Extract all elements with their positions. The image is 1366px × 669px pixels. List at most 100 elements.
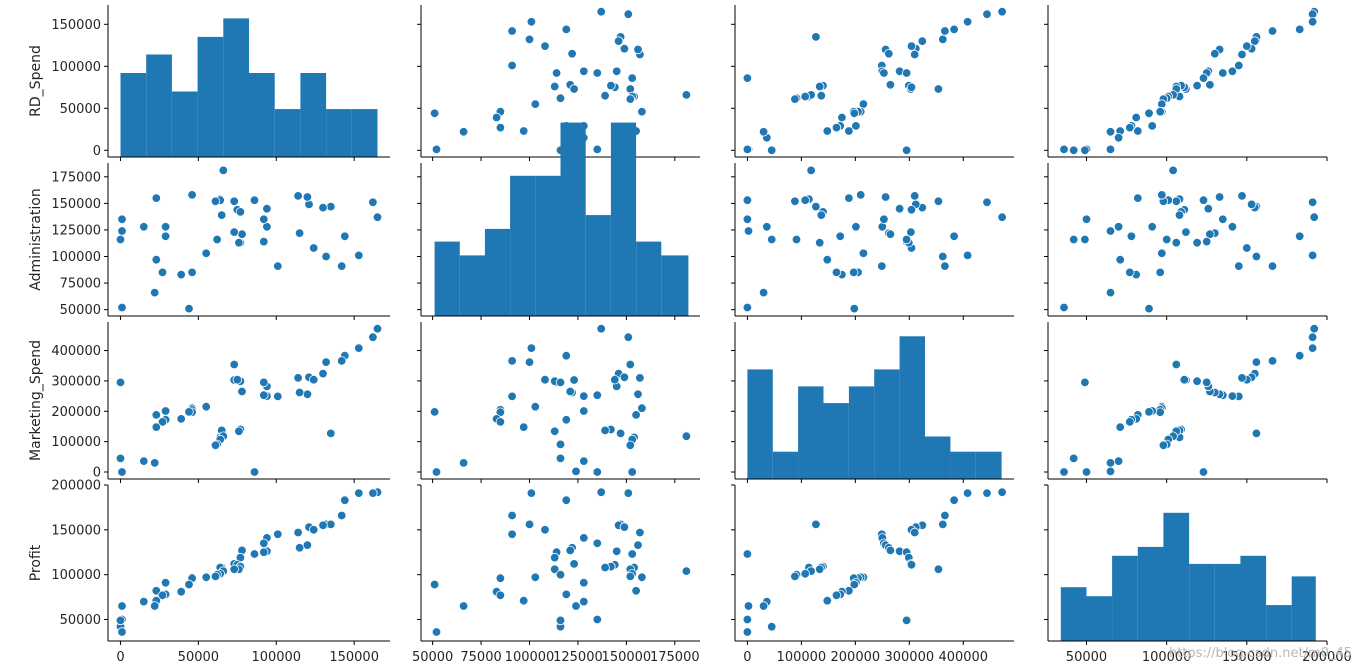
scatter-point <box>997 487 1007 497</box>
scatter-point <box>831 122 842 133</box>
scatter-point <box>540 375 550 385</box>
scatter-point <box>1309 324 1319 334</box>
scatter-point <box>1307 250 1318 261</box>
scatter-point <box>507 391 517 402</box>
scatter-point <box>933 564 944 575</box>
hist-bar <box>223 18 249 158</box>
scatter-point <box>637 403 647 413</box>
y-tick-label: 75000 <box>60 277 101 292</box>
hist-bar <box>823 403 849 479</box>
scatter-point <box>1105 127 1116 137</box>
hist-bar <box>1240 555 1267 641</box>
scatter-point <box>822 255 833 265</box>
scatter-point <box>1125 267 1135 278</box>
scatter-point <box>949 24 959 35</box>
scatter-point <box>592 538 603 549</box>
scatter-point <box>625 94 636 104</box>
scatter-point <box>526 343 537 353</box>
scatter-point <box>1267 356 1278 366</box>
scatter-point <box>962 250 973 261</box>
scatter-point <box>530 572 541 583</box>
scatter-point <box>940 510 950 521</box>
scatter-point <box>901 615 912 626</box>
scatter-point <box>906 227 916 237</box>
scatter-point <box>151 193 162 203</box>
scatter-point <box>1251 357 1262 367</box>
scatter-point <box>555 615 566 626</box>
scatter-point <box>555 453 566 464</box>
scatter-point <box>856 190 866 200</box>
scatter-point <box>877 222 888 232</box>
scatter-point <box>1174 210 1185 220</box>
scatter-point <box>815 237 825 248</box>
hist-bar <box>899 336 925 479</box>
scatter-point <box>550 564 560 575</box>
scatter-point <box>561 351 572 361</box>
cell-RD_Spend-vs-RD_Spend: 0 50000 100000 150000 RD_Spend <box>28 5 390 161</box>
y-tick-label: 150000 <box>51 523 101 538</box>
scatter-point <box>806 165 816 176</box>
scatter-point <box>1242 243 1252 253</box>
scatter-point <box>139 222 149 232</box>
scatter-point <box>849 579 860 590</box>
scatter-point <box>612 66 622 77</box>
scatter-point <box>273 261 283 271</box>
scatter-point <box>800 569 810 579</box>
scatter-point <box>157 590 168 601</box>
scatter-point <box>851 222 861 232</box>
scatter-point <box>933 84 944 94</box>
scatter-point <box>906 82 917 93</box>
scatter-point <box>613 36 624 46</box>
hist-bar <box>274 109 301 157</box>
scatter-point <box>1144 407 1154 417</box>
scatter-point <box>1198 195 1209 205</box>
scatter-point <box>844 193 854 203</box>
scatter-point <box>561 589 572 600</box>
scatter-point <box>600 90 610 101</box>
scatter-point <box>212 234 222 245</box>
scatter-point <box>1081 214 1092 225</box>
hist-bar <box>1291 576 1316 641</box>
scatter-point <box>743 226 754 236</box>
scatter-point <box>885 545 896 556</box>
scatter-point <box>1192 80 1202 91</box>
scatter-point <box>1068 145 1079 156</box>
scatter-point <box>309 243 319 253</box>
scatter-point <box>429 407 440 417</box>
scatter-point <box>259 538 269 549</box>
scatter-point <box>321 357 331 367</box>
hist-bar <box>798 386 824 479</box>
scatter-point <box>1201 236 1212 247</box>
scatter-point <box>1126 231 1137 242</box>
scatter-point <box>326 428 336 439</box>
scatter-point <box>237 229 247 239</box>
scatter-point <box>1237 373 1247 383</box>
scatter-point <box>340 495 350 505</box>
y-tick-label: 200000 <box>51 479 101 494</box>
scatter-point <box>491 112 502 123</box>
scatter-point <box>368 197 378 208</box>
scatter-point <box>811 519 821 530</box>
scatter-point <box>1113 222 1124 232</box>
scatter-point <box>831 590 842 601</box>
scatter-point <box>758 127 769 137</box>
scatter-point <box>115 234 126 245</box>
cell-Profit-vs-Profit: 50000 100000 150000 200000 <box>1044 484 1352 665</box>
scatter-point <box>1147 121 1157 131</box>
y-tick-label: 50000 <box>60 102 101 117</box>
scatter-point <box>758 601 769 611</box>
scatter-point <box>1105 287 1116 298</box>
scatter-point <box>800 195 810 205</box>
hist-bar <box>772 451 799 479</box>
cell-Administration-vs-RD_Spend: 50000 75000 100000 125000 150000 175000 Admini… <box>28 163 390 320</box>
scatter-point <box>368 488 378 498</box>
scatter-point <box>1294 24 1305 35</box>
scatter-point <box>210 571 221 582</box>
hist-bar <box>747 369 773 479</box>
scatter-point <box>259 547 269 557</box>
scatter-point <box>1144 303 1154 314</box>
scatter-point <box>249 467 260 477</box>
scatter-point <box>815 564 825 575</box>
scatter-point <box>625 359 636 370</box>
hist-bar <box>120 73 147 157</box>
